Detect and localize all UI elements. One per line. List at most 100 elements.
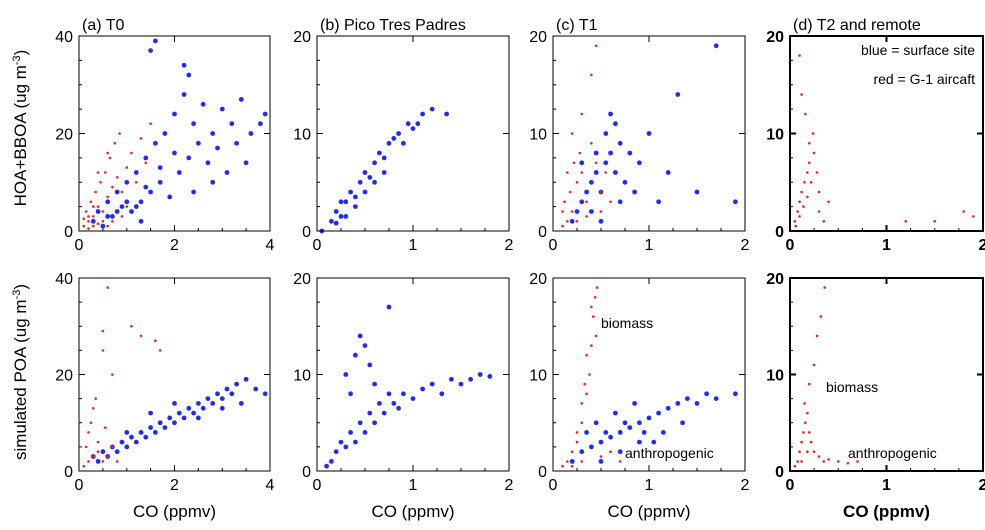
point-a-bot-surface-39	[219, 405, 225, 411]
point-a-bot-aircraft-8	[84, 445, 88, 449]
point-a-bot-surface-11	[196, 401, 201, 406]
y-tick-label-c-top-0: 0	[538, 224, 547, 241]
x-tick-label-d-bot-1: 1	[882, 477, 891, 494]
point-c-top-surface-11	[622, 179, 628, 185]
point-a-bot-aircraft-9	[87, 431, 90, 434]
point-d-bot-aircraft-19	[815, 334, 819, 338]
point-a-bot-surface-35	[124, 430, 130, 435]
point-d-bot-aircraft-1	[796, 460, 799, 463]
panel-title-b-top: (b) Pico Tres Padres	[320, 17, 466, 34]
point-a-top-surface-44	[157, 165, 163, 171]
point-d-top-aircraft-7	[809, 181, 813, 184]
point-a-top-surface-34	[148, 48, 154, 53]
point-b-top-surface-28	[333, 220, 339, 226]
point-d-top-aircraft-14	[806, 195, 809, 199]
point-b-bot-surface-21	[449, 376, 454, 382]
point-d-top-aircraft-4	[803, 181, 806, 184]
point-d-top-aircraft-1	[796, 210, 799, 213]
x-tick-label-b-bot-1: 1	[409, 477, 418, 494]
point-b-bot-surface-6	[353, 439, 358, 445]
point-d-bot-aircraft-6	[806, 411, 809, 415]
point-c-top-surface-29	[632, 189, 637, 195]
point-d-top-aircraft-26	[972, 215, 975, 218]
point-d-bot-aircraft-0	[793, 464, 797, 468]
point-c-bot-aircraft-4	[580, 421, 584, 425]
x-tick-label-c-bot-0: 0	[549, 477, 558, 494]
point-b-bot-surface-3	[338, 439, 344, 445]
point-a-bot-surface-3	[119, 439, 125, 445]
point-b-top-surface-14	[391, 136, 397, 141]
point-a-top-surface-11	[143, 155, 149, 161]
point-d-top-aircraft-16	[811, 132, 815, 135]
point-b-top-surface-2	[333, 209, 339, 214]
plot-frame-d-bot	[789, 277, 984, 472]
y-tick-label-d-bot-2: 20	[766, 271, 784, 288]
point-b-bot-surface-11	[377, 401, 382, 406]
point-d-top-aircraft-17	[804, 112, 807, 116]
point-c-top-surface-21	[608, 111, 613, 117]
point-b-bot-surface-0	[324, 463, 329, 469]
point-c-top-aircraft-15	[580, 112, 584, 116]
point-a-top-surface-47	[191, 189, 197, 195]
point-b-bot-surface-19	[429, 381, 435, 387]
y-tick-label-a-top-2: 40	[55, 29, 73, 46]
point-c-bot-surface-22	[632, 401, 637, 406]
point-b-top-surface-10	[372, 160, 377, 166]
x-tick-label-c-bot-1: 1	[645, 477, 654, 494]
x-tick-label-a-bot-0: 0	[75, 477, 84, 494]
plot-frame-c-bot	[552, 277, 746, 472]
point-b-top-surface-5	[348, 189, 353, 195]
point-a-top-surface-21	[191, 121, 197, 127]
point-b-bot-surface-13	[386, 391, 392, 397]
point-a-top-surface-48	[210, 179, 216, 185]
point-c-top-surface-10	[617, 140, 623, 146]
annotation-d-anthropogenic: anthropogenic	[848, 445, 937, 461]
point-c-top-surface-23	[579, 160, 585, 166]
point-a-top-surface-33	[258, 121, 263, 127]
x-tick-label-d-top-0: 0	[786, 237, 795, 254]
point-a-top-aircraft-17	[125, 166, 129, 169]
y-tick-label-a-top-0: 0	[64, 224, 73, 241]
legend-surface: blue = surface site	[861, 42, 975, 58]
point-d-bot-aircraft-9	[812, 450, 816, 454]
point-b-bot-surface-10	[372, 420, 377, 426]
point-b-top-surface-1	[329, 218, 334, 224]
point-b-top-surface-13	[386, 140, 392, 146]
point-b-bot-surface-12	[381, 410, 387, 416]
point-a-top-surface-8	[129, 209, 134, 214]
point-c-top-aircraft-4	[569, 190, 572, 194]
y-tick-label-c-top-1: 10	[529, 127, 547, 144]
point-c-bot-aircraft-20	[575, 431, 579, 434]
point-a-top-surface-0	[90, 218, 96, 224]
point-c-top-aircraft-12	[599, 190, 603, 194]
point-d-bot-aircraft-12	[827, 458, 830, 461]
point-a-bot-surface-12	[205, 396, 211, 401]
point-c-bot-surface-26	[617, 449, 623, 455]
point-a-top-aircraft-31	[111, 220, 114, 223]
point-a-top-surface-39	[105, 214, 111, 219]
point-c-bot-surface-23	[641, 430, 647, 435]
point-c-top-surface-2	[579, 199, 585, 205]
point-a-top-surface-14	[157, 179, 163, 185]
point-b-top-surface-16	[401, 140, 406, 146]
point-a-top-surface-36	[181, 62, 187, 68]
point-a-bot-surface-38	[196, 415, 201, 421]
point-c-bot-aircraft-10	[595, 286, 599, 289]
point-a-top-aircraft-25	[82, 217, 86, 221]
point-a-top-surface-4	[110, 214, 115, 219]
point-a-top-surface-29	[229, 121, 235, 127]
point-b-bot-surface-9	[367, 410, 373, 416]
point-a-bot-surface-24	[143, 434, 149, 440]
x-tick-label-c-top-1: 1	[645, 237, 654, 254]
point-d-top-aircraft-22	[827, 200, 830, 204]
point-a-bot-surface-34	[238, 401, 244, 406]
point-a-bot-aircraft-17	[130, 325, 133, 328]
point-a-top-aircraft-29	[87, 215, 90, 218]
point-a-top-aircraft-11	[111, 185, 114, 189]
point-b-bot-surface-14	[391, 401, 397, 406]
point-d-top-aircraft-5	[806, 171, 809, 174]
point-b-top-surface-9	[367, 175, 373, 180]
point-a-top-surface-27	[219, 106, 225, 112]
